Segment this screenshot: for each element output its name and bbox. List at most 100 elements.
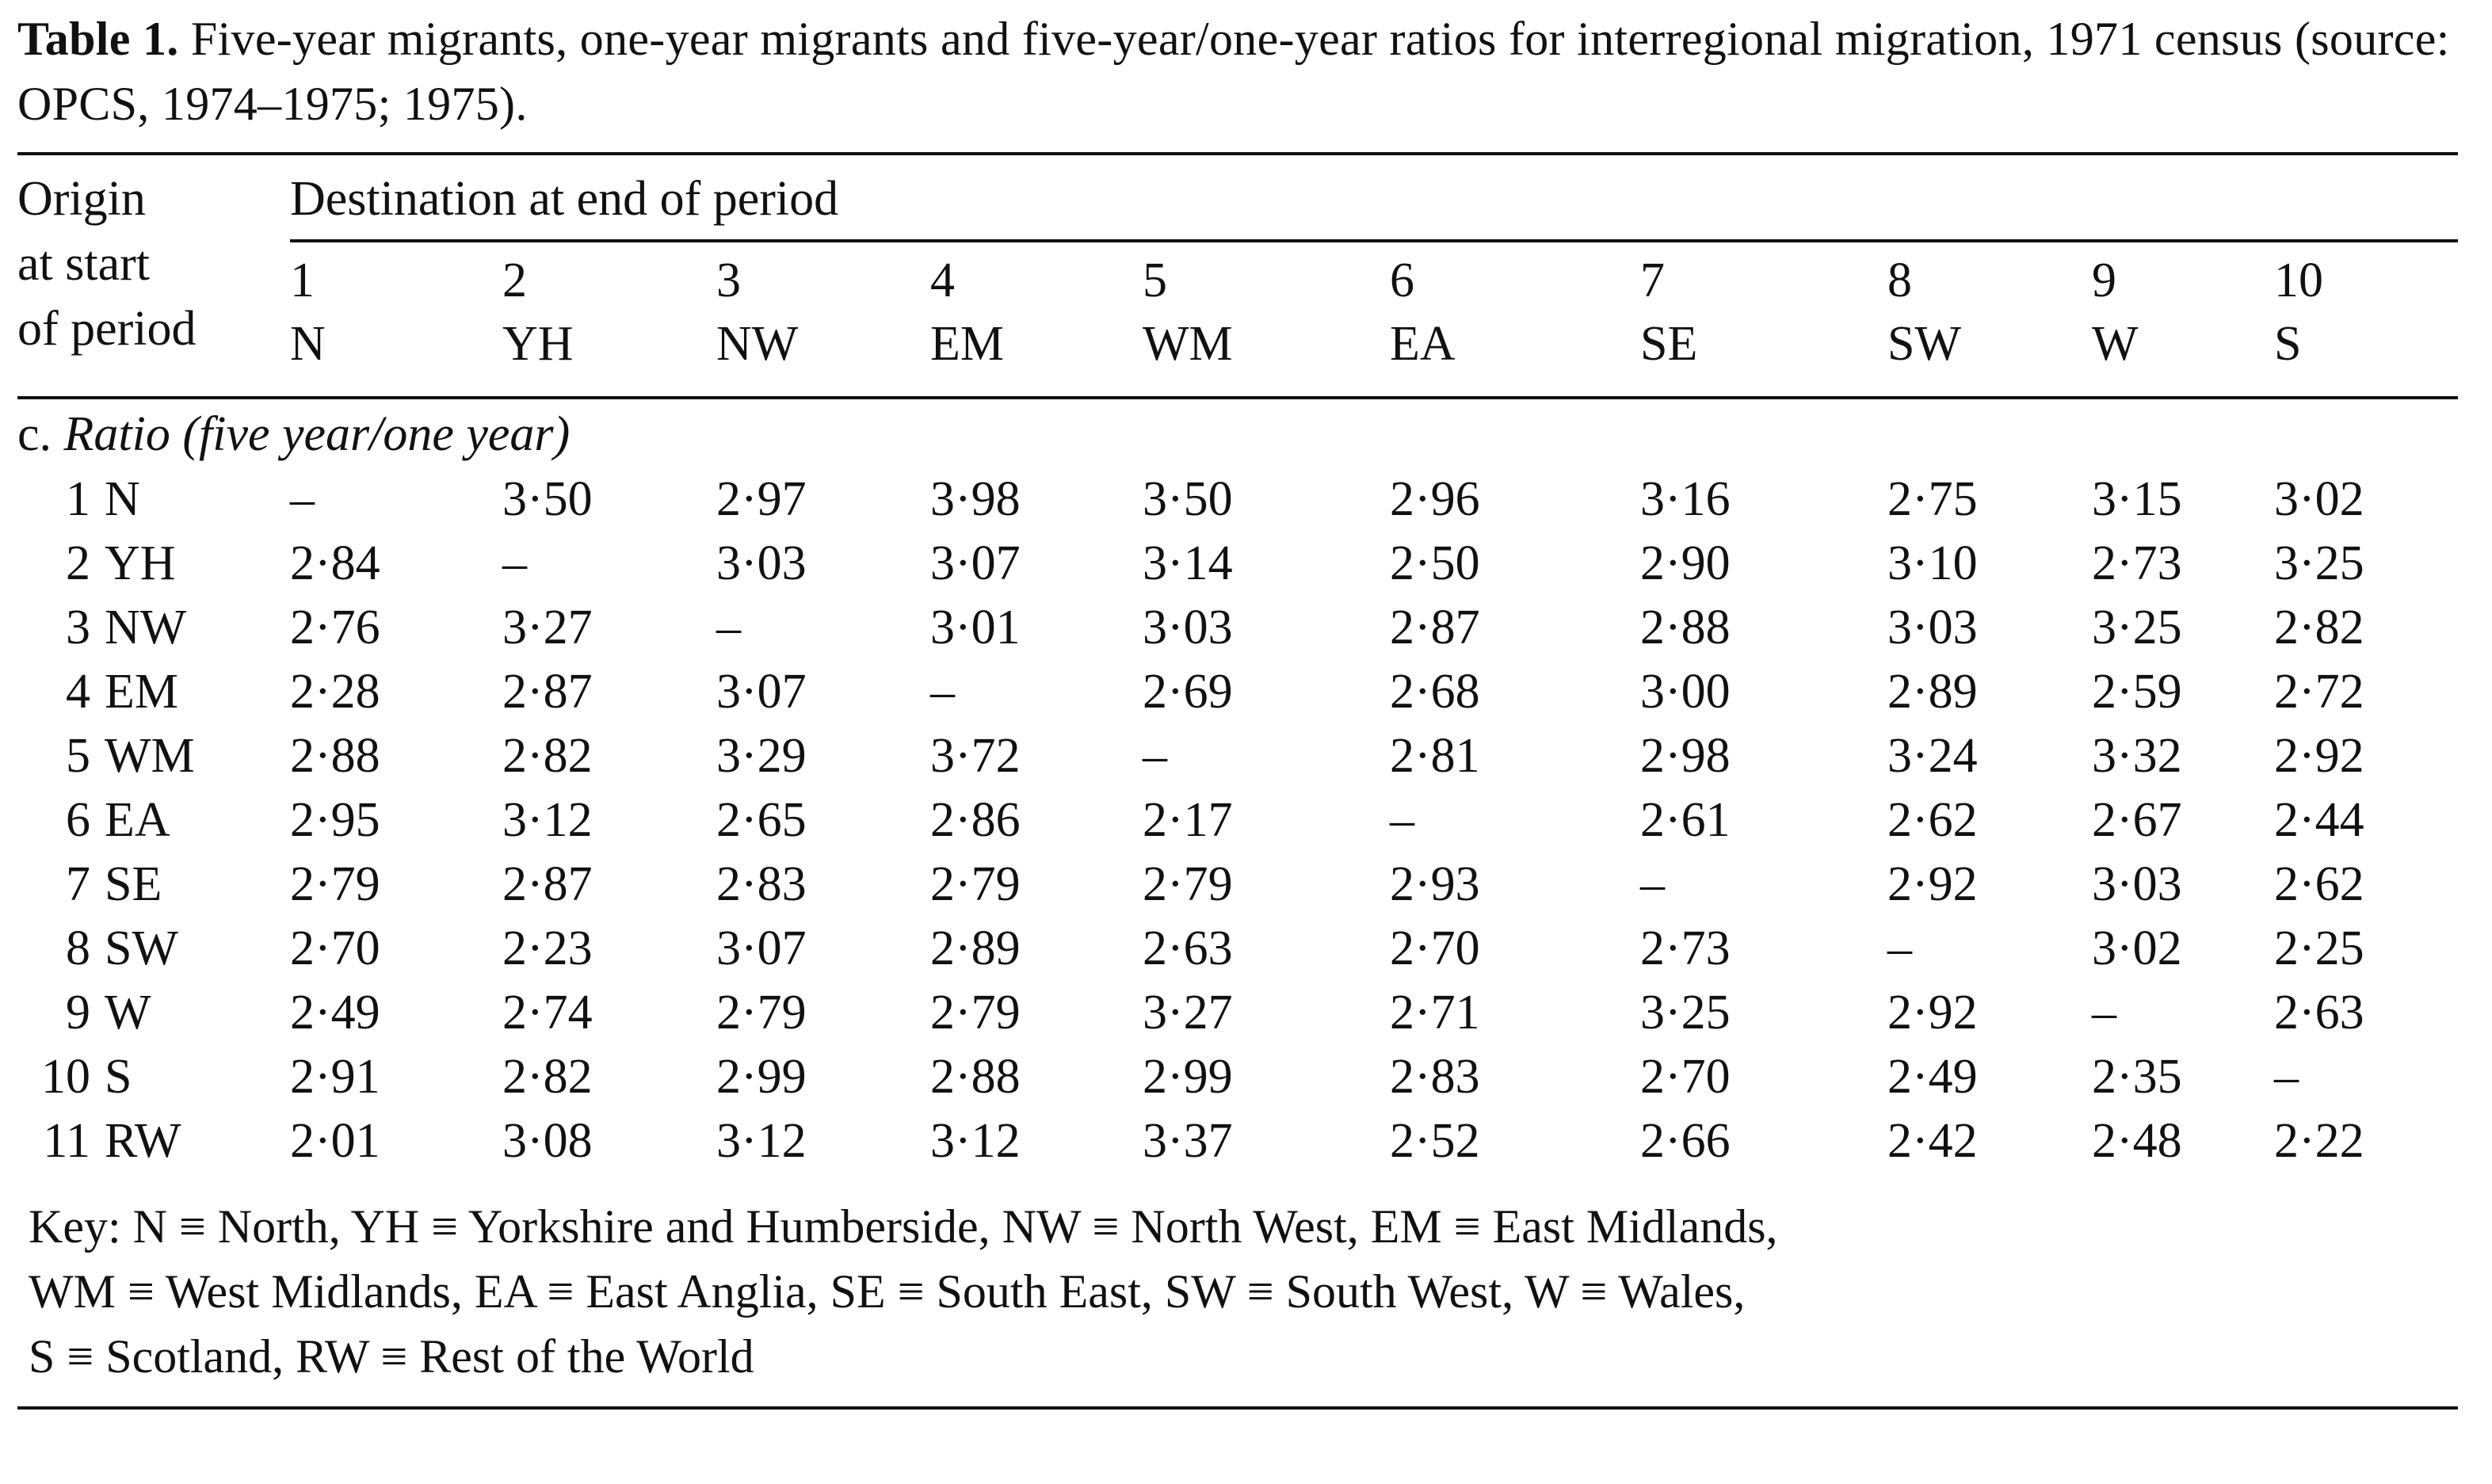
column-header: 4 EM bbox=[930, 249, 1143, 376]
ratio-cell: 3·16 bbox=[1640, 472, 1731, 526]
ratio-cell: 2·88 bbox=[290, 729, 380, 783]
ratio-cell: 2·87 bbox=[502, 857, 593, 911]
ratio-cell: 3·25 bbox=[2092, 601, 2182, 654]
ratio-cell: 2·62 bbox=[1887, 793, 1978, 847]
column-number: 9 bbox=[2092, 254, 2116, 307]
row-number: 8 bbox=[66, 921, 90, 975]
ratio-cell: 2·50 bbox=[1390, 536, 1480, 590]
ratio-cell: 2·01 bbox=[290, 1114, 380, 1168]
ratio-cell: 2·99 bbox=[1143, 1050, 1233, 1104]
column-abbr: WM bbox=[1143, 317, 1233, 371]
ratio-cell: 2·93 bbox=[1390, 857, 1480, 911]
ratio-cell: 3·98 bbox=[930, 472, 1021, 526]
column-abbr: YH bbox=[502, 317, 574, 371]
ratio-cell: 3·25 bbox=[2274, 536, 2364, 590]
ratio-cell: 2·87 bbox=[502, 665, 593, 719]
column-number: 4 bbox=[930, 254, 955, 307]
key-legend: Key: N ≡ North, YH ≡ Yorkshire and Humbe… bbox=[29, 1194, 2458, 1389]
header-rule-cell bbox=[17, 376, 2459, 399]
ratio-cell: 2·79 bbox=[290, 857, 380, 911]
table-row: 9 W 2·49 2·74 2·79 2·79 3·27 2·71 3·25 2·92–2·63 bbox=[17, 981, 2458, 1045]
column-header: 6 EA bbox=[1390, 249, 1640, 376]
key-line: Key: N ≡ North, YH ≡ Yorkshire and Humbe… bbox=[29, 1200, 1778, 1253]
ratio-cell: 2·68 bbox=[1390, 665, 1480, 719]
ratio-cell: 2·82 bbox=[2274, 601, 2364, 654]
row-number: 10 bbox=[41, 1050, 90, 1104]
ratio-cell: 2·49 bbox=[1887, 1050, 1978, 1104]
row-label: 6 EA bbox=[17, 788, 290, 853]
ratio-cell: 2·22 bbox=[2274, 1114, 2364, 1168]
ratio-cell: – bbox=[290, 472, 315, 526]
ratio-cell: 3·03 bbox=[1887, 601, 1978, 654]
ratio-cell: 3·02 bbox=[2274, 472, 2364, 526]
ratio-cell: 3·29 bbox=[716, 729, 807, 783]
row-number: 2 bbox=[66, 536, 90, 590]
ratio-cell: 2·44 bbox=[2274, 793, 2364, 847]
key-line: WM ≡ West Midlands, EA ≡ East Anglia, SE… bbox=[29, 1265, 1746, 1318]
ratio-cell: 2·89 bbox=[1887, 665, 1978, 719]
ratio-cell: 2·86 bbox=[930, 793, 1021, 847]
table-row: 6 EA 2·95 3·12 2·65 2·86 2·17 – 2·61 2·62 2·67 2·44 bbox=[17, 788, 2458, 853]
section-prefix: c. bbox=[17, 407, 52, 461]
ratio-cell: 2·76 bbox=[290, 601, 380, 654]
column-abbr: EM bbox=[930, 317, 1004, 371]
ratio-cell: 2·49 bbox=[290, 986, 380, 1040]
ratio-cell: 2·82 bbox=[502, 729, 593, 783]
row-abbr: S bbox=[105, 1050, 132, 1104]
ratio-cell: 2·67 bbox=[2092, 793, 2182, 847]
row-label: 10 S bbox=[17, 1045, 290, 1109]
origin-header-line: at start bbox=[17, 237, 150, 291]
table-label: Table 1. bbox=[17, 13, 179, 65]
top-rule bbox=[17, 152, 2458, 155]
row-number: 3 bbox=[66, 601, 90, 654]
ratio-cell: 3·37 bbox=[1143, 1114, 1233, 1168]
table-page: Table 1. Five-year migrants, one-year mi… bbox=[17, 6, 2459, 1410]
column-abbr: W bbox=[2092, 317, 2139, 371]
ratio-cell: 3·10 bbox=[1887, 536, 1978, 590]
ratio-cell: 2·95 bbox=[290, 793, 380, 847]
column-number: 10 bbox=[2274, 254, 2323, 307]
column-header: 3 NW bbox=[716, 249, 930, 376]
ratio-cell: 2·70 bbox=[290, 921, 380, 975]
ratio-cell: 2·96 bbox=[1390, 472, 1480, 526]
row-label: 5 WM bbox=[17, 724, 290, 788]
row-label: 4 EM bbox=[17, 660, 290, 724]
ratio-cell: 3·07 bbox=[716, 665, 807, 719]
ratio-cell: 2·89 bbox=[930, 921, 1021, 975]
table-header: Origin at start of period Destination at… bbox=[17, 155, 2459, 376]
ratio-cell: 3·03 bbox=[1143, 601, 1233, 654]
ratio-cell: 3·25 bbox=[1640, 986, 1731, 1040]
origin-header-line: of period bbox=[17, 302, 197, 356]
ratio-cell: – bbox=[502, 536, 527, 590]
ratio-cell: 3·27 bbox=[1143, 986, 1233, 1040]
ratio-cell: 3·15 bbox=[2092, 472, 2182, 526]
ratio-cell: 2·84 bbox=[290, 536, 380, 590]
row-label: 8 SW bbox=[17, 917, 290, 981]
destination-rule bbox=[290, 239, 2459, 242]
ratio-cell: 2·59 bbox=[2092, 665, 2182, 719]
ratio-cell: 3·07 bbox=[716, 921, 807, 975]
ratio-cell: 2·28 bbox=[290, 665, 380, 719]
column-abbr: S bbox=[2274, 317, 2302, 371]
ratio-cell: 2·88 bbox=[930, 1050, 1021, 1104]
column-abbr: EA bbox=[1390, 317, 1456, 371]
row-abbr: W bbox=[105, 986, 151, 1040]
ratio-cell: 2·79 bbox=[930, 986, 1021, 1040]
ratio-cell: 3·12 bbox=[502, 793, 593, 847]
column-header: 7 SE bbox=[1640, 249, 1887, 376]
table-row: 3 NW 2·76 3·27 – 3·01 3·03 2·87 2·88 3·03 3·25 2·82 bbox=[17, 596, 2458, 660]
ratio-cell: 2·48 bbox=[2092, 1114, 2182, 1168]
ratio-cell: 2·70 bbox=[1390, 921, 1480, 975]
bottom-rule bbox=[17, 1406, 2458, 1410]
ratio-cell: 2·65 bbox=[716, 793, 807, 847]
ratio-cell: – bbox=[1887, 921, 1912, 975]
ratio-cell: – bbox=[1390, 793, 1414, 847]
table-row: 11 RW 2·01 3·08 3·12 3·12 3·37 2·52 2·66 2·42 2·48… bbox=[17, 1109, 2458, 1173]
ratio-cell: 3·12 bbox=[930, 1114, 1021, 1168]
row-abbr: NW bbox=[105, 601, 187, 654]
row-label: 3 NW bbox=[17, 596, 290, 660]
ratio-cell: – bbox=[716, 601, 741, 654]
ratio-cell: 3·50 bbox=[1143, 472, 1233, 526]
ratio-cell: 3·08 bbox=[502, 1114, 593, 1168]
